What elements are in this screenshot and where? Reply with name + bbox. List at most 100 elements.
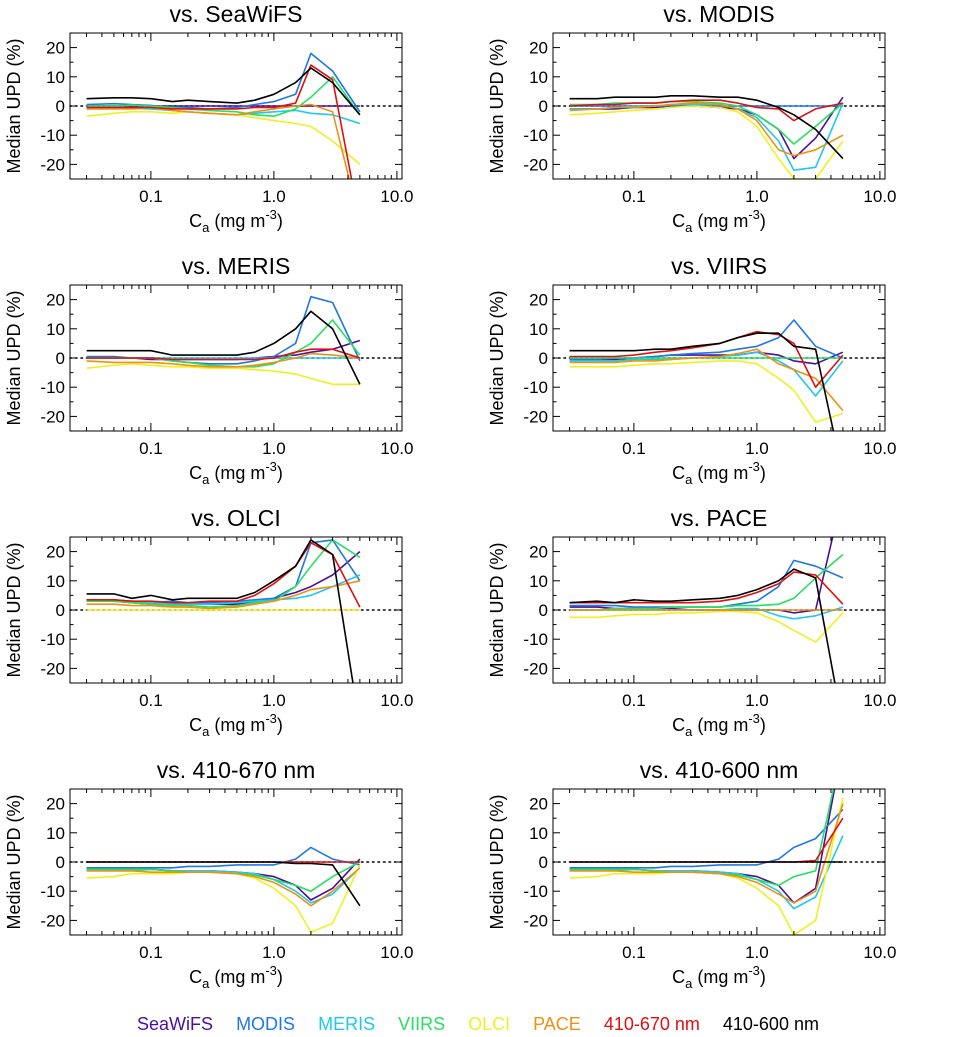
x-label-rest: (mg m bbox=[692, 967, 748, 987]
panel-1: vs. SeaWiFS -20 -10 0 10 20 0.1 1.0 10.0 Ca (mg m… bbox=[4, 1, 413, 235]
x-tick-label: 0.1 bbox=[622, 187, 646, 206]
y-axis-label: Median UPD (%) bbox=[4, 290, 24, 425]
series-line-modis bbox=[569, 808, 844, 869]
series-line-modis bbox=[569, 559, 844, 608]
y-tick-label: 10 bbox=[46, 824, 65, 843]
series-line-pace bbox=[569, 102, 844, 157]
x-label-sup: -3 bbox=[265, 711, 277, 726]
x-tick-label: 10.0 bbox=[380, 439, 413, 458]
y-tick-label: -20 bbox=[40, 659, 65, 678]
legend-entry-viirs: VIIRS bbox=[398, 1014, 468, 1034]
legend-entry-seawifs: SeaWiFS bbox=[137, 1014, 236, 1034]
panel-3: vs. MERIS -20 -10 0 10 20 0.1 1.0 10.0 Ca (mg m-3… bbox=[4, 253, 413, 487]
series-line-410-670-nm bbox=[86, 541, 361, 608]
x-label-rest: (mg m bbox=[692, 715, 748, 735]
series-line-410-600-nm bbox=[86, 861, 361, 907]
panel-title: vs. OLCI bbox=[191, 505, 280, 531]
y-tick-label: -20 bbox=[523, 911, 548, 930]
y-tick-label: 0 bbox=[539, 349, 548, 368]
x-label-main: C bbox=[672, 211, 685, 231]
x-tick-label: 1.0 bbox=[745, 439, 769, 458]
series-line-pace bbox=[86, 103, 350, 179]
y-axis-label: Median UPD (%) bbox=[487, 38, 507, 173]
x-tick-label: 1.0 bbox=[262, 187, 286, 206]
y-tick-label: -10 bbox=[523, 378, 548, 397]
series-line-410-670-nm bbox=[569, 817, 844, 863]
x-label-rest: (mg m bbox=[209, 463, 265, 483]
y-axis-label: Median UPD (%) bbox=[4, 542, 24, 677]
series-group bbox=[86, 539, 361, 683]
series-line-modis bbox=[86, 846, 361, 869]
x-label-end: ) bbox=[760, 463, 766, 483]
y-tick-label: 20 bbox=[46, 543, 65, 562]
x-tick-label: 10.0 bbox=[863, 439, 896, 458]
x-label-rest: (mg m bbox=[209, 715, 265, 735]
y-tick-label: 0 bbox=[56, 97, 65, 116]
legend-entry-pace: PACE bbox=[533, 1014, 604, 1034]
panel-title: vs. MERIS bbox=[182, 253, 291, 279]
series-line-410-670-nm bbox=[86, 348, 361, 361]
y-tick-label: 0 bbox=[539, 601, 548, 620]
y-tick-label: -20 bbox=[40, 155, 65, 174]
series-group bbox=[569, 95, 844, 179]
series-line-410-600-nm bbox=[569, 95, 844, 160]
y-tick-label: -10 bbox=[523, 126, 548, 145]
x-axis-label: Ca (mg m-3) bbox=[672, 963, 766, 991]
panel-4: vs. VIIRS -20 -10 0 10 20 0.1 1.0 10.0 Ca (mg m-3… bbox=[487, 253, 896, 487]
x-label-main: C bbox=[672, 715, 685, 735]
x-label-sup: -3 bbox=[748, 963, 760, 978]
y-tick-label: 20 bbox=[46, 39, 65, 58]
panel-5: vs. OLCI -20 -10 0 10 20 0.1 1.0 10.0 Ca (mg m-3)… bbox=[4, 505, 413, 739]
x-label-sup: -3 bbox=[265, 207, 277, 222]
panel-6: vs. PACE -20 -10 0 10 20 0.1 1.0 10.0 Ca (mg m-3)… bbox=[487, 505, 896, 739]
y-tick-label: -10 bbox=[40, 378, 65, 397]
series-group bbox=[86, 52, 361, 179]
series-line-pace bbox=[86, 580, 361, 610]
x-tick-label: 0.1 bbox=[622, 943, 646, 962]
legend-entry-410-600-nm: 410-600 nm bbox=[723, 1014, 819, 1034]
panel-title: vs. 410-600 nm bbox=[640, 757, 799, 783]
x-axis-label: Ca (mg m-3) bbox=[189, 207, 283, 235]
series-line-meris bbox=[86, 106, 361, 125]
x-label-sub: a bbox=[202, 472, 210, 487]
series-group bbox=[86, 846, 361, 933]
y-axis-label: Median UPD (%) bbox=[4, 38, 24, 173]
y-tick-label: 0 bbox=[56, 349, 65, 368]
x-label-sub: a bbox=[202, 220, 210, 235]
series-line-pace bbox=[86, 867, 361, 907]
y-tick-label: -20 bbox=[523, 155, 548, 174]
legend-entry-modis: MODIS bbox=[236, 1014, 318, 1034]
x-axis-label: Ca (mg m-3) bbox=[672, 711, 766, 739]
panel-2: vs. MODIS -20 -10 0 10 20 0.1 1.0 10.0 Ca (mg m-3… bbox=[487, 1, 896, 235]
series-line-pace bbox=[86, 352, 360, 368]
x-label-end: ) bbox=[760, 967, 766, 987]
x-label-sup: -3 bbox=[748, 207, 760, 222]
panel-title: vs. SeaWiFS bbox=[170, 1, 303, 27]
x-label-sub: a bbox=[685, 976, 693, 991]
y-tick-label: 10 bbox=[529, 68, 548, 87]
series-line-410-600-nm bbox=[569, 568, 836, 683]
y-axis-label: Median UPD (%) bbox=[487, 290, 507, 425]
y-tick-label: 20 bbox=[529, 795, 548, 814]
series-line-410-600-nm bbox=[86, 310, 361, 385]
panel-title: vs. VIIRS bbox=[671, 253, 767, 279]
panel-7: vs. 410-670 nm -20 -10 0 10 20 0.1 1.0 10.0 Ca (m… bbox=[4, 757, 413, 991]
legend: SeaWiFS MODIS MERIS VIIRS OLCI PACE 410-… bbox=[137, 1014, 819, 1034]
y-tick-label: 0 bbox=[539, 853, 548, 872]
series-line-olci bbox=[569, 105, 844, 179]
series-line-viirs bbox=[569, 553, 844, 611]
x-tick-label: 0.1 bbox=[139, 439, 163, 458]
series-line-pace bbox=[569, 348, 844, 412]
x-tick-label: 10.0 bbox=[380, 187, 413, 206]
y-tick-label: 10 bbox=[46, 572, 65, 591]
x-tick-label: 0.1 bbox=[622, 691, 646, 710]
x-tick-label: 1.0 bbox=[745, 691, 769, 710]
x-label-end: ) bbox=[277, 967, 283, 987]
y-tick-label: 20 bbox=[529, 291, 548, 310]
series-line-410-600-nm bbox=[86, 67, 361, 116]
x-label-main: C bbox=[672, 967, 685, 987]
series-line-seawifs bbox=[569, 351, 844, 365]
x-axis-label: Ca (mg m-3) bbox=[672, 459, 766, 487]
x-tick-label: 1.0 bbox=[262, 943, 286, 962]
series-group bbox=[86, 295, 361, 386]
